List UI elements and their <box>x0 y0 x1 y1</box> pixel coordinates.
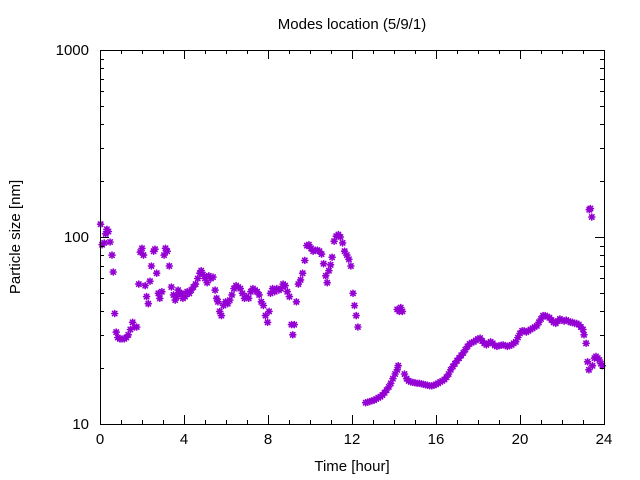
y-tick-label: 10 <box>72 416 89 433</box>
data-point <box>281 281 290 290</box>
data-point <box>214 297 222 306</box>
data-point <box>326 260 335 269</box>
data-markers <box>96 204 607 407</box>
data-point <box>259 301 268 310</box>
data-point <box>191 280 200 288</box>
data-point <box>226 296 234 304</box>
data-point <box>138 244 146 253</box>
data-point <box>582 339 590 348</box>
data-point <box>580 330 588 339</box>
chart-title: Modes location (5/9/1) <box>278 16 426 33</box>
x-tick-label: 4 <box>180 431 188 448</box>
data-point <box>110 309 119 318</box>
data-point <box>579 325 587 334</box>
data-point <box>586 204 595 213</box>
data-point <box>514 333 522 342</box>
data-point <box>587 213 596 221</box>
data-point <box>217 311 226 320</box>
data-point <box>263 318 272 327</box>
data-point <box>321 271 330 280</box>
data-point <box>288 330 297 339</box>
data-point <box>151 245 159 253</box>
x-tick-label: 16 <box>428 431 445 448</box>
data-point <box>265 307 273 316</box>
data-point <box>152 269 161 278</box>
data-point <box>139 251 148 259</box>
x-tick-label: 20 <box>512 431 529 448</box>
data-point <box>109 268 117 276</box>
data-point <box>317 250 326 258</box>
data-point <box>100 239 108 247</box>
data-point <box>199 270 207 279</box>
data-point <box>292 297 301 306</box>
data-point <box>328 253 336 262</box>
data-point <box>165 262 174 270</box>
data-point <box>345 255 353 264</box>
data-point <box>135 280 143 288</box>
data-point <box>142 292 151 301</box>
data-point <box>398 307 407 316</box>
data-point <box>325 266 333 275</box>
data-point <box>209 273 217 281</box>
data-point <box>290 320 299 329</box>
data-point <box>146 277 154 286</box>
data-point <box>141 281 149 290</box>
data-point <box>352 311 361 320</box>
data-point <box>588 361 597 370</box>
data-point <box>158 287 166 296</box>
data-point <box>228 291 236 299</box>
data-point <box>211 286 219 294</box>
data-point <box>394 361 403 370</box>
data-point <box>163 247 171 255</box>
data-point <box>108 251 116 259</box>
data-point <box>319 259 328 268</box>
data-point <box>350 301 359 310</box>
data-point <box>298 269 307 278</box>
data-point <box>338 239 347 247</box>
data-point <box>296 276 305 284</box>
data-point <box>156 294 164 303</box>
data-point <box>349 289 357 298</box>
data-point <box>172 292 181 301</box>
data-point <box>124 330 133 339</box>
x-tick-label: 0 <box>96 431 104 448</box>
data-point <box>147 262 156 270</box>
data-point <box>106 238 114 246</box>
data-point <box>336 233 345 241</box>
data-point <box>354 323 362 331</box>
x-tick-label: 12 <box>344 431 361 448</box>
tick-labels: 0 4 8 12 16 20 24 10 100 1000 <box>56 42 613 448</box>
data-point <box>323 278 332 287</box>
y-axis-label: Particle size [nm] <box>7 180 24 294</box>
data-point <box>391 370 399 378</box>
data-point <box>144 299 153 308</box>
data-point <box>112 328 120 336</box>
data-point <box>133 323 141 331</box>
data-point <box>583 357 592 366</box>
y-tick-label: 1000 <box>56 42 89 59</box>
data-point <box>255 291 264 299</box>
x-tick-label: 24 <box>596 431 613 448</box>
data-point <box>104 227 113 236</box>
x-axis-label: Time [hour] <box>314 458 389 475</box>
x-tick-label: 8 <box>264 431 272 448</box>
y-tick-label: 100 <box>64 229 89 246</box>
data-point <box>285 292 294 301</box>
data-point <box>167 283 176 291</box>
data-point <box>300 256 309 265</box>
data-point <box>244 294 253 303</box>
plot-frame <box>100 50 605 425</box>
data-point <box>193 274 202 283</box>
data-point <box>347 262 355 270</box>
